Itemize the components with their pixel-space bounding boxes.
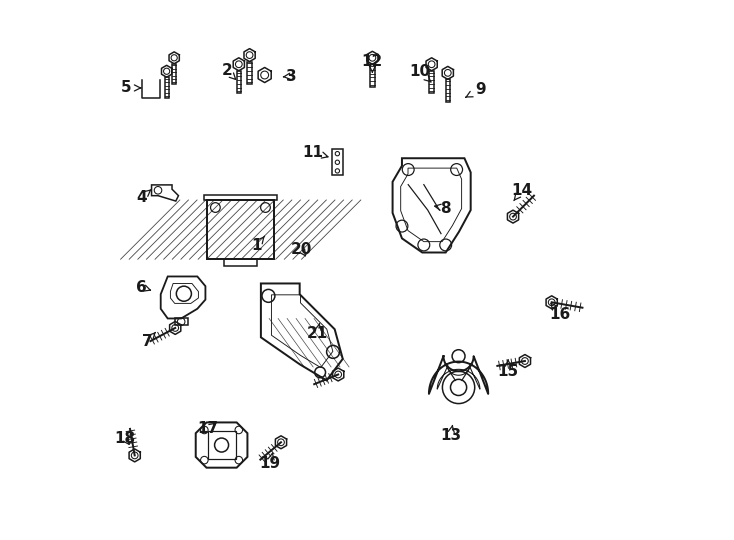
Text: 10: 10 [410, 64, 431, 82]
Text: 11: 11 [302, 145, 328, 160]
Bar [446, 79, 450, 102]
Bar [332, 150, 343, 175]
Text: 3: 3 [283, 69, 297, 84]
Text: 7: 7 [142, 333, 156, 349]
Bar [175, 319, 188, 325]
Text: 9: 9 [466, 82, 485, 97]
Bar [208, 431, 236, 459]
Bar [207, 200, 274, 259]
Bar [370, 64, 374, 87]
Bar [172, 64, 176, 84]
Bar [164, 77, 169, 98]
Text: 5: 5 [120, 80, 141, 96]
Text: 17: 17 [197, 421, 219, 436]
Text: 12: 12 [362, 53, 383, 72]
Text: 18: 18 [114, 430, 135, 445]
Text: 8: 8 [435, 200, 451, 215]
Text: 13: 13 [440, 426, 461, 443]
Text: 20: 20 [291, 242, 312, 257]
Text: 21: 21 [307, 323, 328, 341]
Text: 14: 14 [512, 183, 533, 201]
Text: 16: 16 [549, 303, 570, 322]
Bar [429, 71, 434, 93]
Text: 19: 19 [260, 453, 280, 471]
Text: 2: 2 [222, 63, 236, 79]
Bar [225, 259, 257, 266]
Text: 4: 4 [137, 190, 150, 205]
Bar [204, 195, 277, 200]
Text: 6: 6 [137, 280, 150, 295]
Text: 15: 15 [498, 360, 519, 379]
Bar [236, 71, 241, 93]
Text: 1: 1 [251, 236, 265, 253]
Bar [247, 62, 252, 84]
